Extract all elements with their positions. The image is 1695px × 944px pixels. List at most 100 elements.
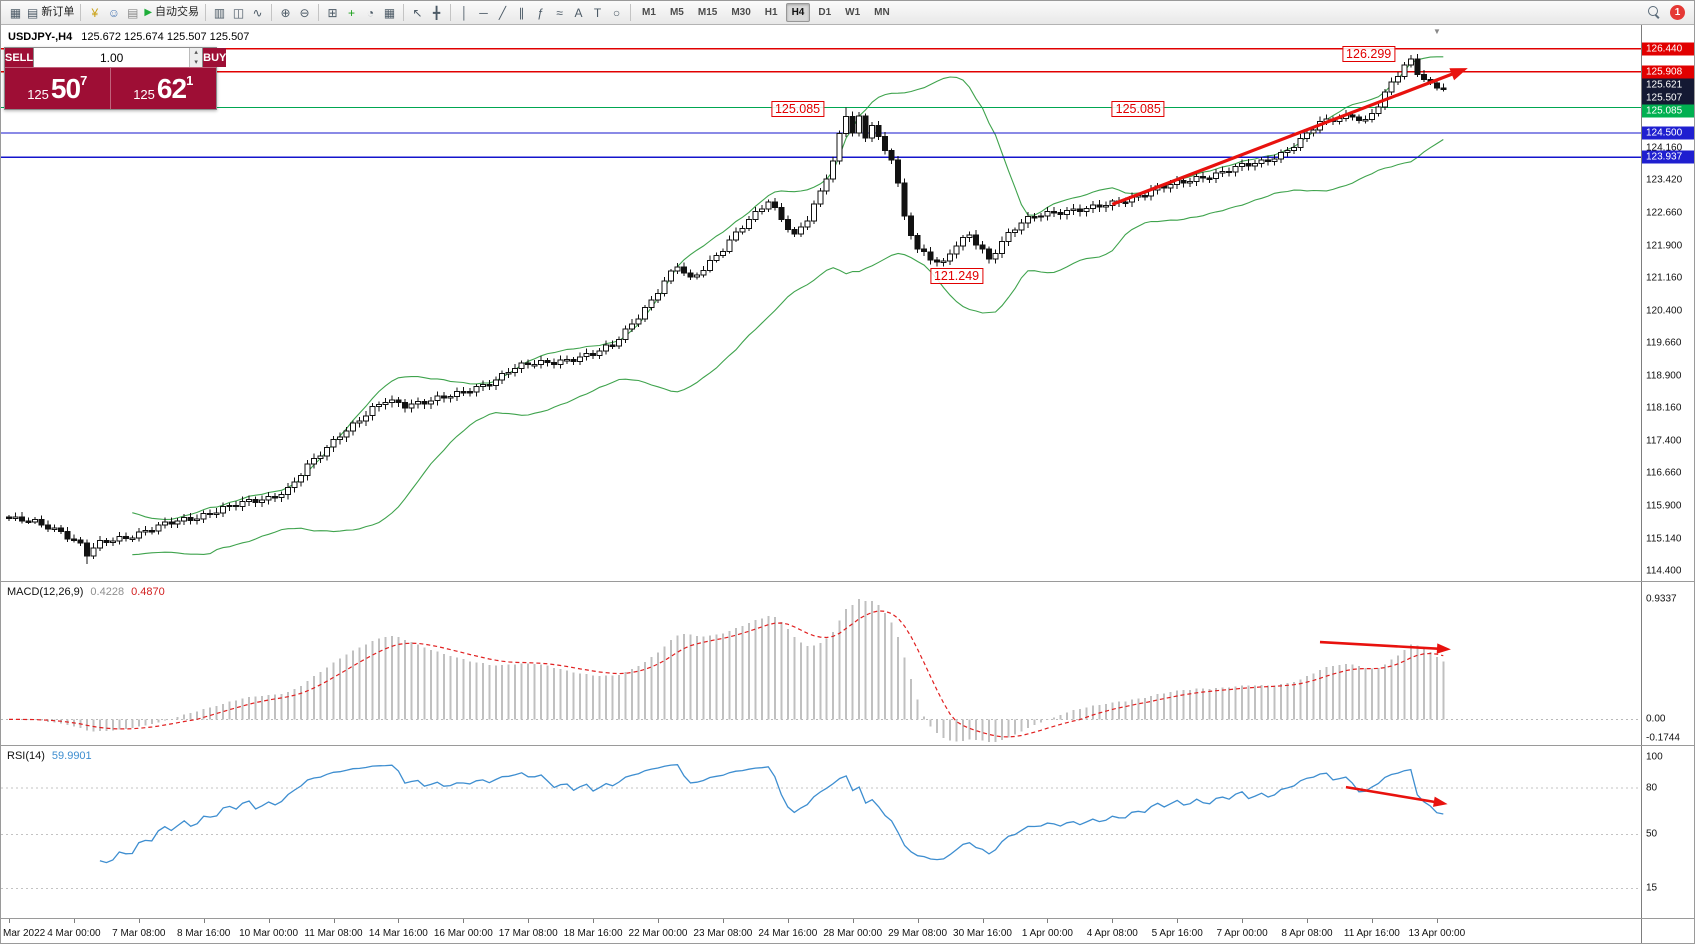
- history-icon[interactable]: ▤: [127, 5, 139, 20]
- time-axis-tick-mark: [1371, 919, 1373, 923]
- price-annotation[interactable]: 126.299: [1342, 45, 1396, 62]
- macd-plot[interactable]: [1, 582, 1641, 745]
- time-axis-tick-mark: [982, 919, 984, 923]
- price-axis-label: 125.507: [1642, 91, 1694, 105]
- cycles-icon[interactable]: ≈: [556, 5, 563, 20]
- horizontal-line-icon[interactable]: ─: [479, 5, 488, 20]
- buy-button[interactable]: BUY: [203, 48, 227, 67]
- time-axis-label: 29 Mar 08:00: [888, 928, 948, 939]
- rsi-axis-label: 15: [1646, 882, 1658, 894]
- price-axis-tick: 117.400: [1646, 435, 1682, 447]
- timeframe-d1[interactable]: D1: [818, 7, 832, 18]
- price-axis-tick: 115.140: [1646, 533, 1682, 545]
- price-annotation[interactable]: 125.085: [770, 101, 825, 118]
- autotrade-button[interactable]: ▶ 自动交易: [142, 3, 201, 22]
- candlestick-chart-icon[interactable]: ◫: [232, 5, 245, 20]
- volume-input[interactable]: [34, 48, 190, 67]
- time-axis-label: 8 Apr 08:00: [1281, 928, 1333, 939]
- time-axis-tick-mark: [1047, 919, 1049, 923]
- time-axis[interactable]: Mar 2022 4 Mar 00:00 7 Mar 08:00 8 Mar 16:0…: [1, 919, 1641, 943]
- tile-windows-icon[interactable]: ⊞: [327, 5, 338, 20]
- new-chart-icon[interactable]: ▦: [9, 5, 22, 20]
- toolbar-separator: [450, 4, 452, 21]
- time-axis-label: 23 Mar 08:00: [693, 928, 753, 939]
- timeframe-m1[interactable]: M1: [642, 7, 656, 18]
- volume-down-icon[interactable]: ▾: [190, 57, 203, 67]
- macd-indicator-name: MACD(12,26,9): [7, 586, 84, 598]
- zoom-out-icon[interactable]: ⊖: [299, 5, 310, 20]
- new-order-label: 新订单: [41, 6, 75, 18]
- buy-price-button[interactable]: 125 62 1: [110, 68, 216, 109]
- channel-icon[interactable]: ∥: [518, 5, 525, 20]
- price-chart-panel: USDJPY-,H4 125.672 125.674 125.507 125.50…: [1, 25, 1694, 581]
- vertical-line-icon[interactable]: │: [460, 5, 469, 20]
- ask-price-main: 62: [156, 72, 187, 104]
- time-axis-label: 1 Apr 00:00: [1021, 928, 1073, 939]
- chart-quote-line: USDJPY-,H4 125.672 125.674 125.507 125.50…: [8, 31, 249, 43]
- text-icon[interactable]: A: [574, 5, 583, 20]
- timeframe-mn[interactable]: MN: [874, 7, 890, 18]
- zoom-in-icon[interactable]: ⊕: [280, 5, 291, 20]
- sell-button[interactable]: SELL: [5, 48, 34, 67]
- bid-price-prefix: 125: [27, 87, 49, 102]
- time-axis-panel[interactable]: Mar 2022 4 Mar 00:00 7 Mar 08:00 8 Mar 16:0…: [1, 918, 1694, 943]
- time-axis-label: 14 Mar 16:00: [368, 928, 428, 939]
- timeframe-m30[interactable]: M30: [731, 7, 751, 18]
- price-axis-label: 125.085: [1642, 104, 1694, 118]
- price-annotation[interactable]: 121.249: [929, 267, 984, 284]
- time-axis-tick-mark: [138, 919, 140, 923]
- toolbar: ▦ ▤ 新订单 ¥ ☺ ▤ ▶ 自动交易 ▥ ◫ ∿ ⊕ ⊖ ⊞ + ◔ ▦ ↖ ╋: [1, 1, 1694, 25]
- macd-svg: [1, 599, 1641, 742]
- price-axis-label: 123.937: [1642, 150, 1694, 164]
- rsi-plot[interactable]: [1, 746, 1641, 918]
- bar-chart-icon[interactable]: ▥: [213, 5, 226, 20]
- macd-axis[interactable]: 0.9337 0.00 -0.1744: [1641, 582, 1694, 745]
- notification-badge[interactable]: 1: [1670, 5, 1685, 20]
- grid-icon[interactable]: ▦: [383, 5, 396, 20]
- search-icon[interactable]: [1648, 6, 1661, 19]
- indicators-icon[interactable]: +: [348, 5, 356, 20]
- bid-price-main: 50: [50, 72, 81, 104]
- price-axis[interactable]: 124.920124.160123.420122.660121.900121.1…: [1641, 25, 1694, 581]
- macd-label: MACD(12,26,9) 0.4228 0.4870: [7, 586, 165, 598]
- time-axis-tick-mark: [593, 919, 595, 923]
- time-axis-label: 4 Apr 08:00: [1086, 928, 1138, 939]
- time-axis-label: 13 Apr 00:00: [1408, 928, 1466, 939]
- fibonacci-icon[interactable]: ƒ: [537, 5, 544, 20]
- time-axis-label: 24 Mar 16:00: [758, 928, 818, 939]
- price-annotation[interactable]: 125.085: [1111, 101, 1165, 118]
- timeframe-h1[interactable]: H1: [764, 7, 778, 18]
- timeframe-w1[interactable]: W1: [845, 7, 861, 18]
- price-axis-label: 126.440: [1642, 42, 1694, 56]
- chart-shift-marker[interactable]: ▼: [1433, 27, 1441, 36]
- timeframe-h4[interactable]: H4: [785, 3, 811, 22]
- macd-axis-label: -0.1744: [1646, 732, 1680, 744]
- new-order-button[interactable]: ▤ 新订单: [25, 3, 76, 22]
- volume-up-icon[interactable]: ▴: [190, 48, 203, 58]
- rsi-axis[interactable]: 100 80 50 15: [1641, 746, 1694, 918]
- toolbar-separator: [630, 4, 632, 21]
- line-chart-icon[interactable]: ∿: [252, 5, 263, 20]
- toolbar-separator: [403, 4, 405, 21]
- periods-icon[interactable]: ◔: [366, 5, 375, 20]
- deposit-icon[interactable]: ¥: [91, 5, 99, 20]
- accounts-icon[interactable]: ☺: [107, 5, 120, 20]
- timeframe-m5[interactable]: M5: [669, 7, 684, 18]
- rsi-axis-label: 50: [1646, 828, 1658, 840]
- time-axis-tick-mark: [852, 919, 854, 923]
- macd-indicator-panel: MACD(12,26,9) 0.4228 0.4870 0.9337 0.00 -0.1…: [1, 581, 1694, 745]
- cursor-icon[interactable]: ↖: [412, 5, 423, 20]
- autotrade-label: 自动交易: [155, 6, 200, 18]
- rsi-axis-label: 80: [1646, 782, 1658, 794]
- bid-price-pipette: 7: [80, 73, 88, 88]
- crosshair-icon[interactable]: ╋: [432, 5, 441, 20]
- macd-main-value: 0.4228: [90, 586, 125, 598]
- price-chart-overlay: 125.085 125.085 121.249 126.299: [1, 25, 1641, 581]
- trendline-icon[interactable]: ╱: [498, 5, 507, 20]
- time-axis-tick-mark: [1242, 919, 1244, 923]
- shapes-icon[interactable]: ○: [612, 5, 621, 20]
- sell-price-button[interactable]: 125 50 7: [5, 68, 111, 109]
- timeframe-m15[interactable]: M15: [697, 7, 718, 18]
- label-icon[interactable]: T: [593, 5, 602, 20]
